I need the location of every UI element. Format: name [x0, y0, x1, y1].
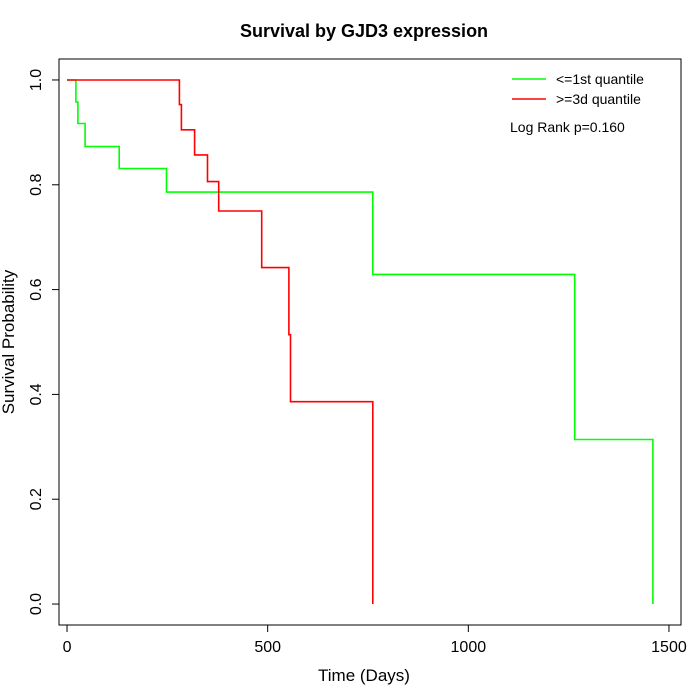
series-line-2	[67, 79, 374, 604]
plot-frame	[58, 58, 682, 626]
y-tick-label: 1.0	[28, 69, 45, 91]
x-axis-title: Time (Days)	[318, 666, 410, 685]
x-tick-label: 1000	[451, 639, 487, 656]
chart-title: Survival by GJD3 expression	[240, 21, 488, 41]
y-axis-title: Survival Probability	[0, 269, 18, 414]
y-tick-label: 0.8	[28, 174, 45, 196]
legend: <=1st quantile >=3d quantile	[512, 71, 644, 107]
y-tick-label: 0.6	[28, 278, 45, 300]
y-tick-label: 0.2	[28, 488, 45, 510]
series-line-1	[67, 79, 654, 604]
y-axis: 0.0 0.2 0.4 0.6 0.8 1.0	[28, 69, 60, 615]
x-tick-label: 0	[63, 639, 72, 656]
x-axis: 0 500 1000 1500	[63, 624, 687, 656]
legend-label: <=1st quantile	[556, 71, 644, 87]
legend-label: >=3d quantile	[556, 91, 641, 107]
x-tick-label: 1500	[651, 639, 687, 656]
log-rank-annotation: Log Rank p=0.160	[510, 119, 625, 135]
x-tick-label: 500	[254, 639, 281, 656]
y-tick-label: 0.0	[28, 593, 45, 615]
series-layer	[67, 79, 654, 604]
y-tick-label: 0.4	[28, 383, 45, 405]
